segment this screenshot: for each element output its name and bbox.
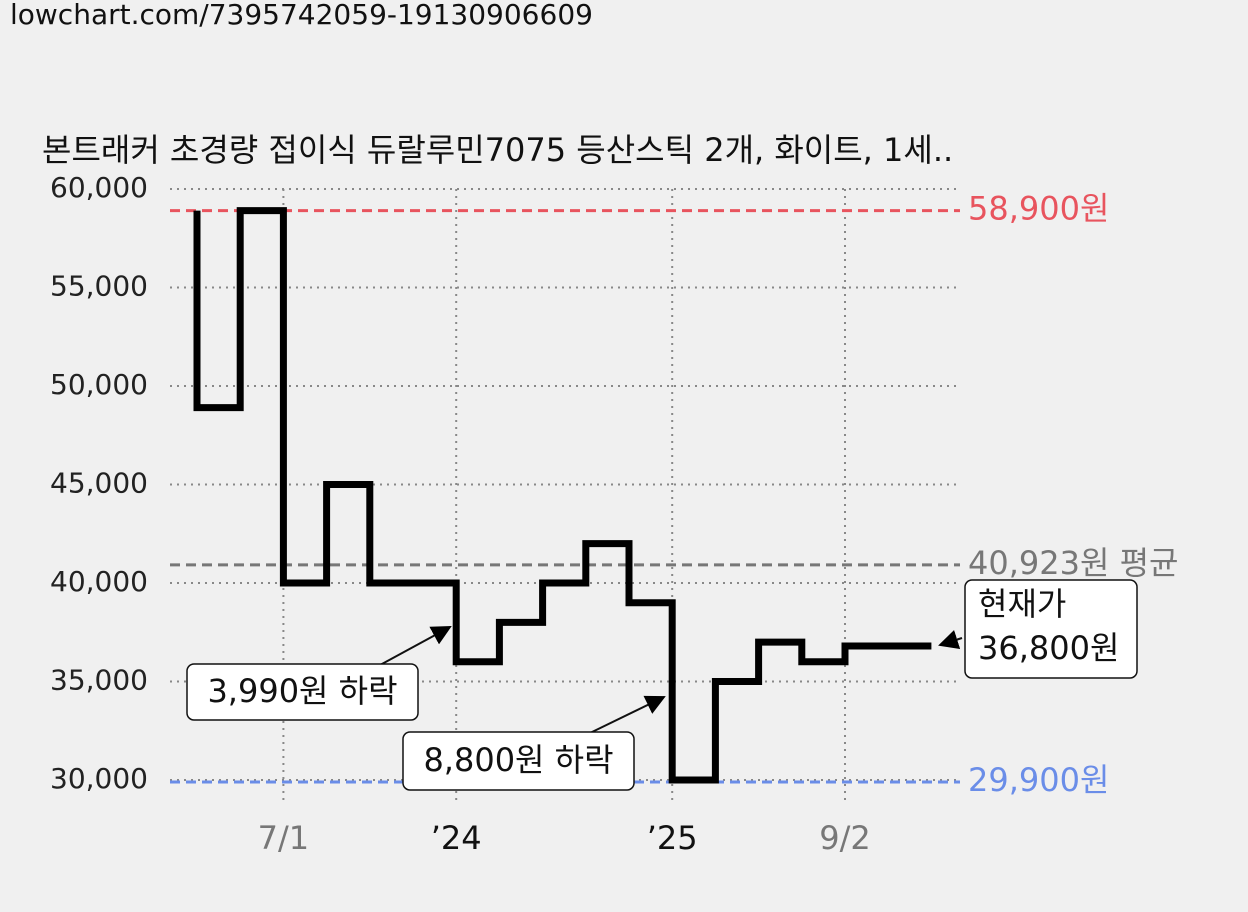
annotation-text: 8,800원 하락 bbox=[423, 741, 613, 779]
url: lowchart.com/7395742059-19130906609 bbox=[10, 0, 593, 31]
annotation-arrow bbox=[379, 626, 452, 666]
y-tick-label: 45,000 bbox=[50, 467, 148, 500]
reference-label: 29,900원 bbox=[968, 761, 1109, 799]
y-tick-label: 40,000 bbox=[50, 565, 148, 598]
x-tick-label: ’24 bbox=[431, 819, 482, 857]
x-tick-label: ’25 bbox=[647, 819, 698, 857]
annotation-box bbox=[186, 663, 419, 721]
reference-label: 40,923원 평균 bbox=[968, 544, 1178, 582]
y-tick-label: 60,000 bbox=[50, 171, 148, 204]
y-tick-label: 50,000 bbox=[50, 368, 148, 401]
y-tick-label: 30,000 bbox=[50, 762, 148, 795]
chart-title: 본트래커 초경량 접이식 듀랄루민7075 등산스틱 2개, 화이트, 1세.. bbox=[42, 131, 953, 169]
current-label: 36,800원 bbox=[978, 629, 1119, 667]
price-line bbox=[193, 207, 932, 784]
y-tick-label: 55,000 bbox=[50, 270, 148, 303]
y-tick-label: 35,000 bbox=[50, 664, 148, 697]
annotation-text: 3,990원 하락 bbox=[207, 672, 397, 710]
annotation-box bbox=[402, 731, 635, 791]
current-arrow bbox=[938, 630, 963, 650]
current-box bbox=[964, 579, 1138, 679]
x-tick-label: 7/1 bbox=[258, 819, 310, 857]
x-tick-label: 9/2 bbox=[819, 819, 871, 857]
reference-label: 58,900원 bbox=[968, 190, 1109, 228]
current-label: 현재가 bbox=[978, 585, 1066, 623]
annotation-arrow bbox=[589, 695, 666, 734]
